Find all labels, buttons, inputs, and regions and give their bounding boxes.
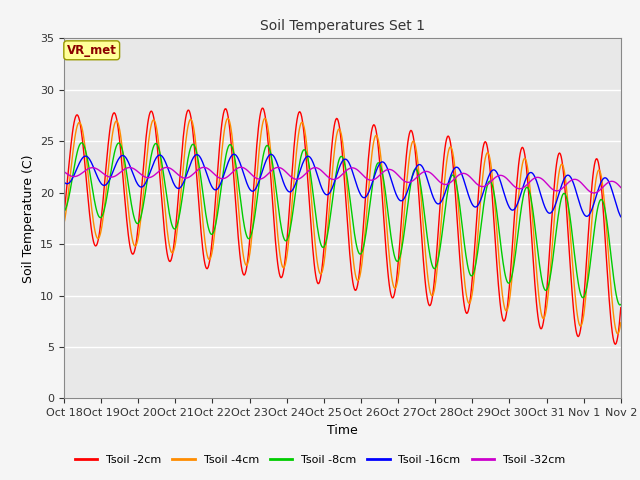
Tsoil -8cm bbox=[616, 302, 624, 308]
Legend: Tsoil -2cm, Tsoil -4cm, Tsoil -8cm, Tsoil -16cm, Tsoil -32cm: Tsoil -2cm, Tsoil -4cm, Tsoil -8cm, Tsoi… bbox=[70, 451, 570, 469]
Tsoil -2cm bbox=[127, 249, 135, 255]
Tsoil -16cm bbox=[70, 172, 78, 178]
Tsoil -32cm bbox=[127, 165, 135, 170]
Tsoil -8cm bbox=[428, 258, 435, 264]
Tsoil -16cm bbox=[184, 168, 192, 174]
Line: Tsoil -8cm: Tsoil -8cm bbox=[64, 143, 621, 305]
Tsoil -32cm bbox=[184, 175, 192, 180]
Text: VR_met: VR_met bbox=[67, 44, 116, 57]
Tsoil -8cm bbox=[128, 205, 136, 211]
Tsoil -16cm bbox=[230, 151, 238, 157]
Tsoil -4cm bbox=[127, 231, 135, 237]
Tsoil -16cm bbox=[428, 189, 435, 194]
Tsoil -8cm bbox=[70, 165, 78, 171]
Tsoil -2cm bbox=[428, 300, 435, 306]
Tsoil -8cm bbox=[617, 301, 625, 307]
Tsoil -16cm bbox=[127, 167, 135, 172]
Tsoil -16cm bbox=[617, 214, 625, 220]
Line: Tsoil -2cm: Tsoil -2cm bbox=[64, 108, 621, 344]
Tsoil -32cm bbox=[70, 174, 78, 180]
Tsoil -32cm bbox=[60, 169, 68, 175]
Tsoil -4cm bbox=[617, 320, 625, 325]
Tsoil -8cm bbox=[78, 140, 86, 146]
Tsoil -8cm bbox=[214, 207, 222, 213]
Y-axis label: Soil Temperature (C): Soil Temperature (C) bbox=[22, 154, 35, 283]
Tsoil -4cm bbox=[428, 292, 435, 298]
Tsoil -2cm bbox=[70, 120, 78, 125]
Tsoil -2cm bbox=[259, 105, 266, 111]
Line: Tsoil -4cm: Tsoil -4cm bbox=[64, 119, 621, 334]
Tsoil -4cm bbox=[70, 140, 78, 146]
Tsoil -32cm bbox=[617, 185, 625, 191]
Tsoil -32cm bbox=[428, 170, 435, 176]
Tsoil -2cm bbox=[214, 171, 221, 177]
Tsoil -32cm bbox=[411, 176, 419, 182]
Line: Tsoil -32cm: Tsoil -32cm bbox=[64, 167, 621, 193]
Tsoil -16cm bbox=[60, 179, 68, 185]
Tsoil -32cm bbox=[214, 174, 221, 180]
Tsoil -4cm bbox=[214, 201, 221, 207]
Tsoil -4cm bbox=[411, 141, 419, 146]
Tsoil -16cm bbox=[411, 167, 419, 173]
Tsoil -8cm bbox=[185, 152, 193, 158]
Tsoil -32cm bbox=[590, 190, 598, 196]
Tsoil -2cm bbox=[612, 341, 620, 347]
Tsoil -4cm bbox=[260, 116, 268, 121]
X-axis label: Time: Time bbox=[327, 424, 358, 437]
Tsoil -32cm bbox=[237, 164, 244, 170]
Tsoil -4cm bbox=[184, 124, 192, 130]
Tsoil -4cm bbox=[60, 221, 68, 227]
Tsoil -8cm bbox=[411, 167, 419, 172]
Tsoil -16cm bbox=[214, 186, 221, 192]
Title: Soil Temperatures Set 1: Soil Temperatures Set 1 bbox=[260, 19, 425, 33]
Tsoil -4cm bbox=[614, 331, 621, 336]
Tsoil -2cm bbox=[184, 108, 192, 113]
Tsoil -2cm bbox=[60, 211, 68, 216]
Tsoil -2cm bbox=[617, 305, 625, 311]
Line: Tsoil -16cm: Tsoil -16cm bbox=[64, 154, 621, 217]
Tsoil -2cm bbox=[411, 144, 419, 150]
Tsoil -8cm bbox=[60, 208, 68, 214]
